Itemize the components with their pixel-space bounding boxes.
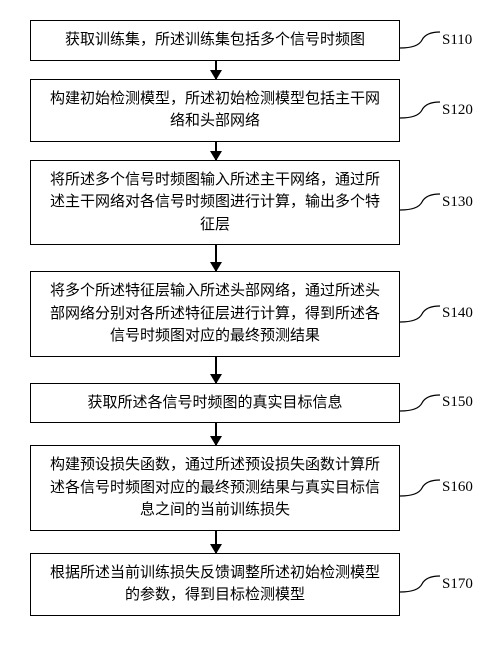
step-label-s170: S170 [442,576,473,593]
label-wrap-s110: S110 [400,30,502,50]
step-box-s170: 根据所述当前训练损失反馈调整所述初始检测模型的参数，得到目标检测模型 [30,553,400,616]
arrow-row [0,245,502,271]
step-row-s130: 将所述多个信号时频图输入所述主干网络，通过所述主干网络对各信号时频图进行计算，输… [0,160,502,246]
step-box-s120: 构建初始检测模型，所述初始检测模型包括主干网络和头部网络 [30,79,400,142]
step-row-s170: 根据所述当前训练损失反馈调整所述初始检测模型的参数，得到目标检测模型 S170 [0,553,502,616]
step-label-s130: S130 [442,194,473,211]
connector-curve [400,100,440,120]
step-row-s120: 构建初始检测模型，所述初始检测模型包括主干网络和头部网络 S120 [0,79,502,142]
arrow-down-icon [215,245,217,271]
connector-curve [400,478,440,498]
step-box-s160: 构建预设损失函数，通过所述预设损失函数计算所述各信号时频图对应的最终预测结果与真… [30,445,400,531]
arrow-row [0,61,502,79]
step-label-s120: S120 [442,102,473,119]
arrow-down-icon [215,423,217,445]
arrow-down-icon [215,531,217,553]
arrow-row [0,357,502,383]
arrow-row [0,423,502,445]
label-wrap-s160: S160 [400,478,502,498]
connector-curve [400,192,440,212]
step-box-s110: 获取训练集，所述训练集包括多个信号时频图 [30,20,400,61]
arrow-row [0,531,502,553]
label-wrap-s120: S120 [400,100,502,120]
label-wrap-s150: S150 [400,393,502,413]
label-wrap-s130: S130 [400,192,502,212]
step-row-s110: 获取训练集，所述训练集包括多个信号时频图 S110 [0,20,502,61]
step-label-s110: S110 [442,32,472,49]
label-wrap-s140: S140 [400,304,502,324]
arrow-row [0,142,502,160]
connector-curve [400,393,440,413]
step-label-s150: S150 [442,394,473,411]
arrow-down-icon [215,142,217,160]
step-box-s150: 获取所述各信号时频图的真实目标信息 [30,383,400,424]
step-row-s140: 将多个所述特征层输入所述头部网络，通过所述头部网络分别对各所述特征层进行计算，得… [0,271,502,357]
step-box-s130: 将所述多个信号时频图输入所述主干网络，通过所述主干网络对各信号时频图进行计算，输… [30,160,400,246]
label-wrap-s170: S170 [400,574,502,594]
connector-curve [400,304,440,324]
step-label-s140: S140 [442,305,473,322]
connector-curve [400,30,440,50]
connector-curve [400,574,440,594]
step-row-s160: 构建预设损失函数，通过所述预设损失函数计算所述各信号时频图对应的最终预测结果与真… [0,445,502,531]
arrow-down-icon [215,61,217,79]
arrow-down-icon [215,357,217,383]
step-label-s160: S160 [442,479,473,496]
step-box-s140: 将多个所述特征层输入所述头部网络，通过所述头部网络分别对各所述特征层进行计算，得… [30,271,400,357]
step-row-s150: 获取所述各信号时频图的真实目标信息 S150 [0,383,502,424]
flowchart-container: 获取训练集，所述训练集包括多个信号时频图 S110 构建初始检测模型，所述初始检测模… [0,20,502,616]
